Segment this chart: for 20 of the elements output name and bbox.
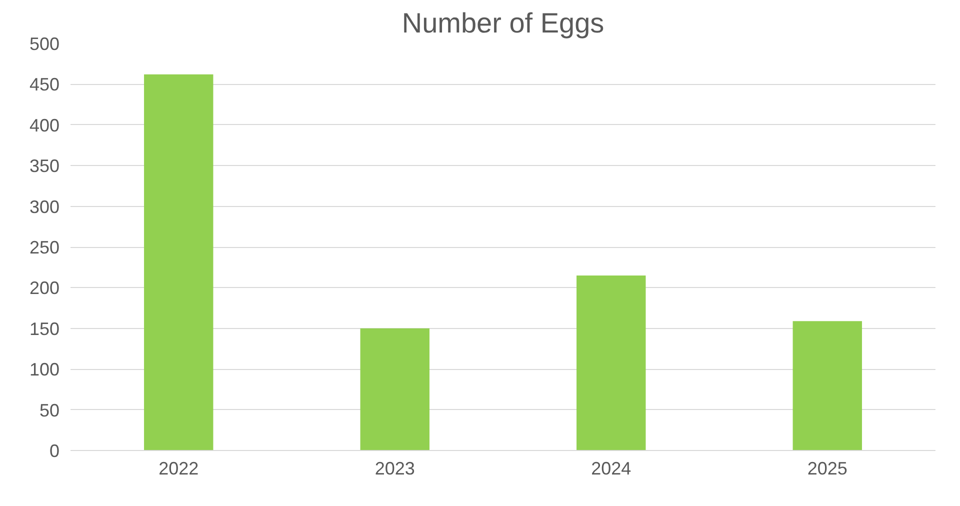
- x-tick-label: 2022: [158, 458, 199, 478]
- y-tick-label: 250: [29, 238, 60, 258]
- x-tick-label: 2023: [374, 458, 415, 478]
- bar: [792, 321, 862, 450]
- bar: [360, 328, 430, 450]
- y-tick-label: 150: [29, 318, 60, 339]
- y-tick-label: 400: [29, 115, 60, 136]
- bar: [576, 275, 646, 450]
- y-tick-label: 0: [49, 441, 60, 461]
- y-tick-label: 350: [29, 156, 60, 176]
- chart-title: Number of Eggs: [402, 8, 604, 38]
- y-tick-label: 300: [29, 196, 60, 217]
- x-tick-label: 2024: [591, 458, 632, 478]
- bar: [144, 74, 214, 450]
- y-tick-label: 500: [29, 34, 60, 54]
- y-tick-label: 100: [29, 360, 60, 380]
- y-tick-label: 50: [39, 400, 60, 420]
- x-tick-label: 2025: [807, 458, 848, 478]
- y-tick-label: 200: [29, 278, 60, 298]
- y-tick-label: 450: [29, 74, 60, 95]
